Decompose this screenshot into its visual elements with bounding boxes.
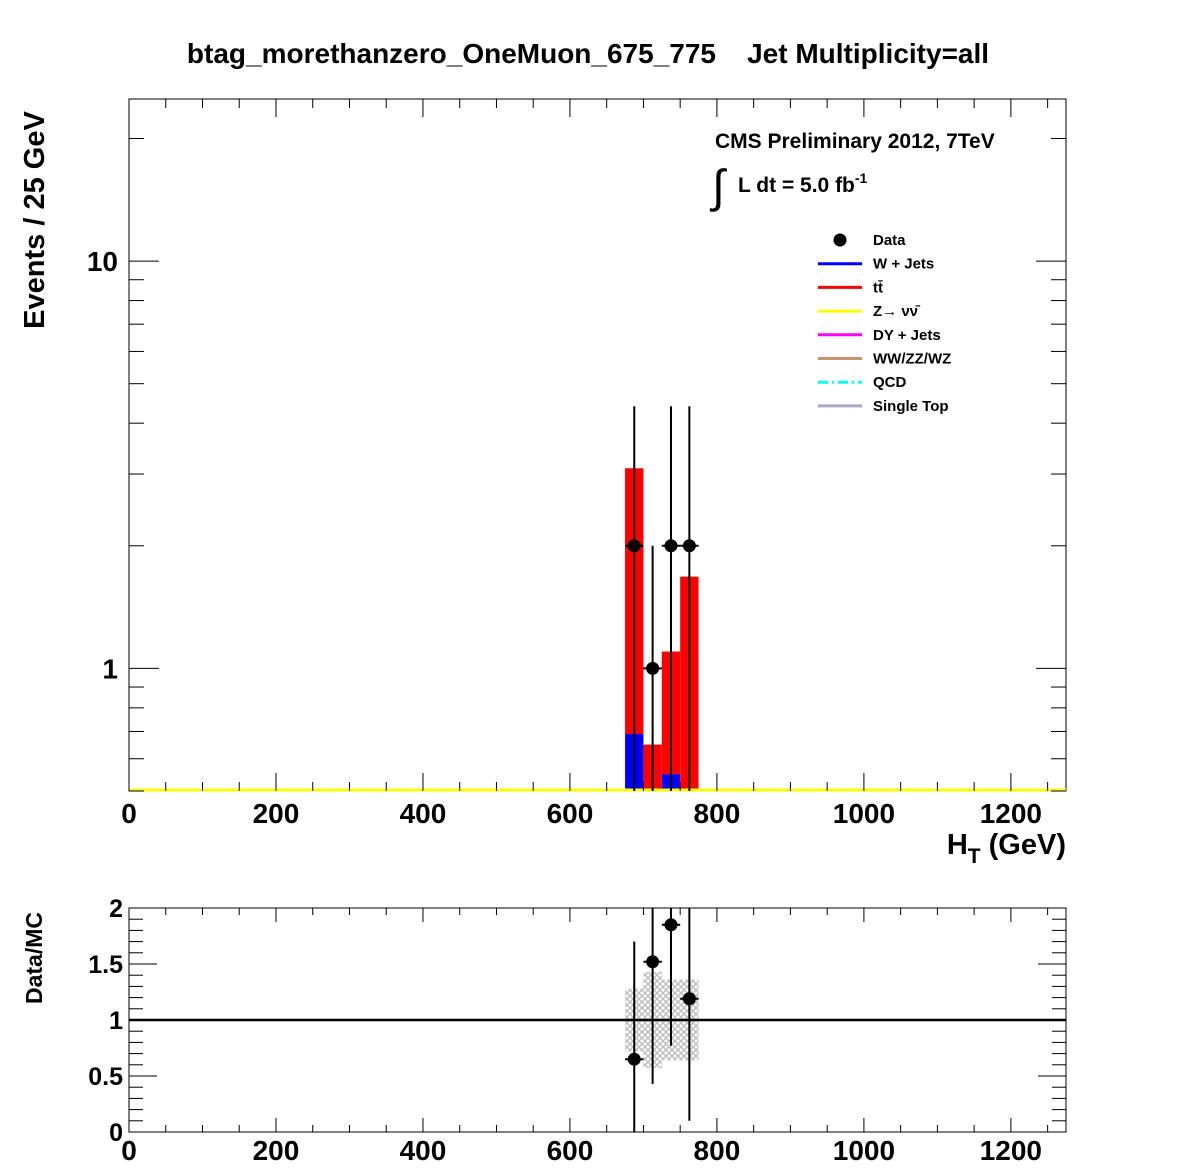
x-tick-label: 600	[547, 798, 594, 829]
legend-label-3: DY + Jets	[873, 327, 941, 344]
ratio-y-axis-label: Data/MC	[21, 912, 47, 1004]
ratio-x-tick-label: 600	[547, 1135, 594, 1166]
x-tick-label: 800	[694, 798, 741, 829]
data-point-3	[682, 539, 696, 553]
cms-preliminary-label: CMS Preliminary 2012, 7TeV	[715, 130, 995, 153]
x-tick-label: 0	[121, 798, 137, 829]
data-point-1	[646, 661, 660, 675]
x-tick-label: 200	[253, 798, 300, 829]
legend-label-0: W + Jets	[873, 256, 934, 273]
chart-title: btag_morethanzero_OneMuon_675_775 Jet Mu…	[187, 38, 989, 69]
legend-label-4: WW/ZZ/WZ	[873, 351, 951, 368]
ratio-x-tick-label: 1000	[833, 1135, 895, 1166]
ratio-x-tick-label: 800	[694, 1135, 741, 1166]
ratio-axis-ticks	[128, 907, 1066, 1133]
main-y-axis-label: Events / 25 GeV	[19, 111, 51, 329]
legend-label-data: Data	[873, 232, 906, 249]
ratio-point-1	[646, 955, 660, 969]
ratio-data-points	[625, 908, 699, 1132]
x-tick-label: 1000	[833, 798, 895, 829]
legend-marker-data	[833, 233, 847, 247]
ratio-y-tick-label: 0	[109, 1119, 123, 1147]
legend: Data W + Jets tt̄ Z→ νν̄ DY + Jets WW/ZZ/WZ QC…	[818, 232, 951, 415]
ratio-x-tick-label: 0	[121, 1135, 137, 1166]
legend-label-5: QCD	[873, 374, 907, 391]
main-data-points	[625, 406, 699, 791]
lumi-integral-sign: ∫	[709, 160, 727, 212]
ratio-y-tick-labels: 0 0.5 1 1.5 2	[88, 895, 123, 1147]
y-tick-label: 1	[102, 653, 118, 684]
ratio-point-2	[664, 918, 678, 932]
legend-label-6: Single Top	[873, 398, 949, 415]
data-point-0	[627, 539, 641, 553]
x-tick-label: 1200	[980, 798, 1042, 829]
y-tick-label: 10	[87, 246, 118, 277]
main-x-axis-label: HT (GeV)	[947, 829, 1066, 868]
ratio-x-tick-label: 200	[253, 1135, 300, 1166]
ratio-y-tick-label: 2	[109, 895, 123, 923]
ratio-y-tick-label: 1	[109, 1007, 123, 1035]
lumi-label: L dt = 5.0 fb-1	[738, 170, 868, 197]
ratio-x-tick-label: 1200	[980, 1135, 1042, 1166]
x-tick-label: 400	[400, 798, 447, 829]
data-point-2	[664, 539, 678, 553]
main-plot-frame	[128, 98, 1067, 792]
ratio-y-tick-label: 1.5	[88, 951, 123, 979]
ratio-x-tick-labels: 0 200 400 600 800 1000 1200	[121, 1135, 1042, 1166]
legend-label-1: tt̄	[873, 279, 883, 296]
main-axis-ticks	[128, 99, 1066, 792]
legend-label-2: Z→ νν̄	[873, 303, 921, 320]
ratio-point-3	[682, 992, 696, 1006]
ratio-point-0	[627, 1052, 641, 1066]
ratio-y-tick-label: 0.5	[88, 1063, 123, 1091]
ratio-x-tick-label: 400	[400, 1135, 447, 1166]
main-x-tick-labels: 0 200 400 600 800 1000 1200	[121, 798, 1042, 829]
main-y-tick-labels: 1 10	[87, 246, 118, 684]
main-stacked-bars	[129, 468, 1066, 792]
